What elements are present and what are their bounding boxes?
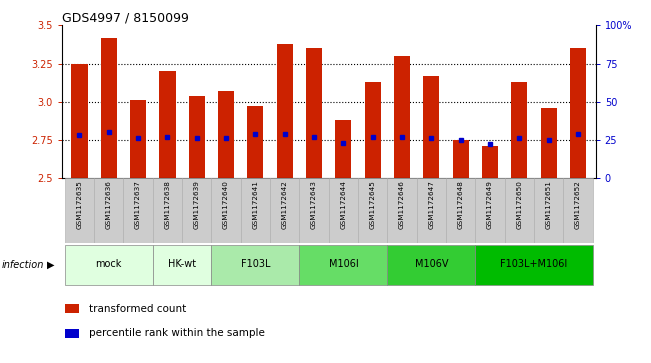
- Bar: [335, 120, 352, 178]
- Text: GSM1172649: GSM1172649: [487, 180, 493, 229]
- Text: HK-wt: HK-wt: [168, 259, 196, 269]
- Bar: [212, 245, 299, 285]
- Bar: [124, 178, 153, 243]
- Bar: [72, 64, 87, 178]
- Bar: [329, 178, 358, 243]
- Bar: [182, 178, 212, 243]
- Bar: [277, 44, 293, 178]
- Text: infection: infection: [2, 260, 44, 270]
- Text: GSM1172644: GSM1172644: [340, 180, 346, 229]
- Text: GSM1172642: GSM1172642: [282, 180, 288, 229]
- Bar: [299, 178, 329, 243]
- Text: GSM1172643: GSM1172643: [311, 180, 317, 229]
- Text: transformed count: transformed count: [89, 304, 186, 314]
- Text: GSM1172651: GSM1172651: [546, 180, 552, 229]
- Bar: [534, 178, 563, 243]
- Bar: [94, 178, 124, 243]
- Bar: [306, 48, 322, 178]
- Bar: [299, 245, 387, 285]
- Bar: [241, 178, 270, 243]
- Bar: [505, 178, 534, 243]
- Text: GSM1172652: GSM1172652: [575, 180, 581, 229]
- Text: GSM1172650: GSM1172650: [516, 180, 522, 229]
- Text: GSM1172641: GSM1172641: [253, 180, 258, 229]
- Bar: [153, 178, 182, 243]
- Text: mock: mock: [96, 259, 122, 269]
- Text: F103L+M106I: F103L+M106I: [501, 259, 568, 269]
- Bar: [387, 245, 475, 285]
- Bar: [482, 146, 498, 178]
- Bar: [475, 245, 592, 285]
- Bar: [563, 178, 592, 243]
- Bar: [358, 178, 387, 243]
- Text: F103L: F103L: [241, 259, 270, 269]
- Bar: [212, 178, 241, 243]
- Text: GSM1172640: GSM1172640: [223, 180, 229, 229]
- Bar: [270, 178, 299, 243]
- Text: M106I: M106I: [329, 259, 358, 269]
- Text: M106V: M106V: [415, 259, 448, 269]
- Text: GSM1172638: GSM1172638: [165, 180, 171, 229]
- Text: GSM1172637: GSM1172637: [135, 180, 141, 229]
- Text: GDS4997 / 8150099: GDS4997 / 8150099: [62, 11, 189, 24]
- Bar: [475, 178, 505, 243]
- Text: GSM1172648: GSM1172648: [458, 180, 464, 229]
- Bar: [130, 100, 146, 178]
- Bar: [423, 76, 439, 178]
- Bar: [153, 245, 212, 285]
- Text: ▶: ▶: [47, 260, 55, 270]
- Text: GSM1172646: GSM1172646: [399, 180, 405, 229]
- Bar: [159, 71, 176, 178]
- Text: GSM1172635: GSM1172635: [76, 180, 83, 229]
- Text: GSM1172647: GSM1172647: [428, 180, 434, 229]
- Text: GSM1172639: GSM1172639: [194, 180, 200, 229]
- Bar: [65, 245, 153, 285]
- Bar: [417, 178, 446, 243]
- Bar: [446, 178, 475, 243]
- Bar: [218, 91, 234, 178]
- Bar: [189, 95, 205, 178]
- Bar: [101, 38, 117, 178]
- Bar: [65, 178, 94, 243]
- Bar: [64, 329, 79, 338]
- Bar: [541, 108, 557, 178]
- Bar: [570, 48, 586, 178]
- Bar: [394, 56, 410, 178]
- Bar: [452, 140, 469, 178]
- Bar: [64, 304, 79, 313]
- Bar: [365, 82, 381, 178]
- Text: GSM1172645: GSM1172645: [370, 180, 376, 229]
- Text: percentile rank within the sample: percentile rank within the sample: [89, 328, 265, 338]
- Bar: [247, 106, 264, 178]
- Bar: [387, 178, 417, 243]
- Bar: [511, 82, 527, 178]
- Text: GSM1172636: GSM1172636: [105, 180, 112, 229]
